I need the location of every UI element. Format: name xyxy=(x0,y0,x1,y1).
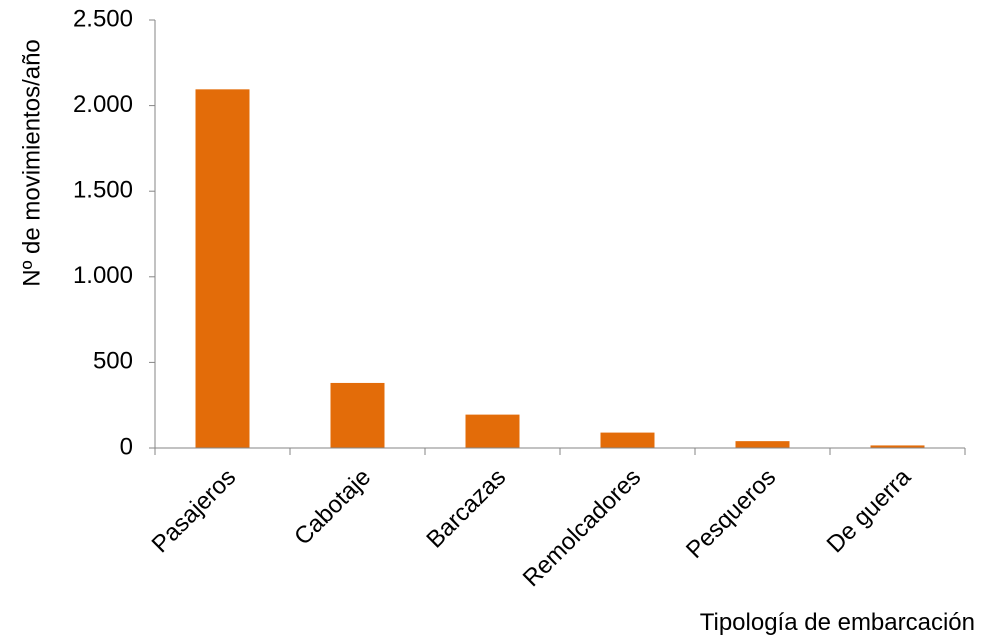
x-axis: Pasajeros Cabotaje Barcazas Remolcadores Pes… xyxy=(147,447,966,593)
bar-pesqueros xyxy=(735,441,790,448)
bar-barcazas xyxy=(465,414,520,448)
x-axis-title: Tipología de embarcación xyxy=(700,609,975,636)
y-tick-label: 0 xyxy=(120,433,133,460)
y-axis: 0 500 1.000 1.500 2.000 2.500 xyxy=(73,5,156,460)
x-tick-label: De guerra xyxy=(822,463,917,558)
x-tick-label: Barcazas xyxy=(421,464,511,554)
x-tick-label: Pasajeros xyxy=(147,464,242,559)
y-tick-label: 500 xyxy=(93,348,133,375)
bars-group xyxy=(195,89,925,448)
x-tick-label: Remolcadores xyxy=(518,464,647,593)
bar-pasajeros xyxy=(195,89,250,448)
x-tick-label: Pesqueros xyxy=(681,464,781,564)
y-tick-label: 1.000 xyxy=(73,262,133,289)
y-axis-title: Nº de movimientos/año xyxy=(18,39,45,287)
y-tick-label: 2.500 xyxy=(73,5,133,32)
bar-remolcadores xyxy=(600,432,655,448)
y-tick-label: 2.000 xyxy=(73,91,133,118)
bar-cabotaje xyxy=(330,382,385,448)
bar-de-guerra xyxy=(870,445,925,448)
y-tick-label: 1.500 xyxy=(73,177,133,204)
x-tick-label: Cabotaje xyxy=(289,464,376,551)
